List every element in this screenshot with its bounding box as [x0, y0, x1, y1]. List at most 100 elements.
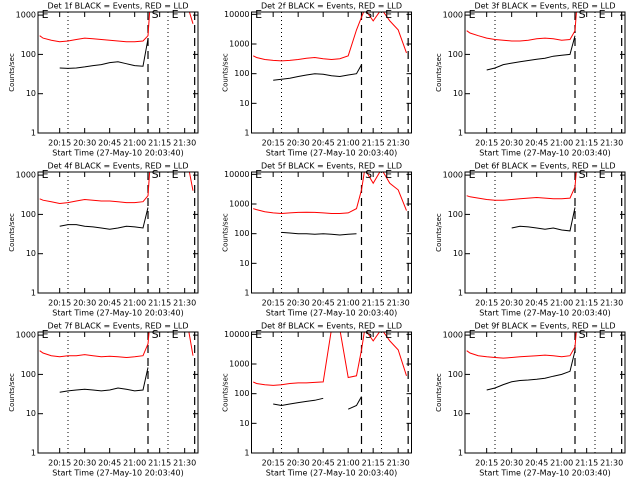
y-tick-label: 10 — [239, 99, 249, 108]
y-tick-label: 1000 — [443, 171, 463, 180]
x-axis-label: Start Time (27-May-10 20:03:40) — [52, 469, 183, 478]
panel: Det 2f BLACK = Events, RED = LLD Counts/s… — [222, 2, 412, 158]
annotation: E — [599, 168, 606, 181]
y-tick-label: 1 — [31, 129, 36, 138]
plot-frame — [251, 331, 412, 454]
x-tick-label: 20:45 — [312, 459, 335, 468]
annotation: E — [172, 8, 179, 21]
x-tick-label: 21:30 — [600, 139, 623, 148]
chart-title: Det 4f BLACK = Events, RED = LLD — [47, 162, 188, 171]
y-tick-label: 100 — [21, 50, 36, 59]
x-axis-label: Start Time (27-May-10 20:03:40) — [266, 469, 397, 478]
y-tick-label: 1 — [458, 289, 463, 298]
annotation: E — [469, 328, 476, 341]
y-tick-label: 10 — [453, 89, 463, 98]
x-tick-label: 21:30 — [173, 459, 196, 468]
x-tick-label: 21:15 — [362, 459, 385, 468]
x-tick-label: 20:30 — [73, 299, 96, 308]
plot-frame — [37, 171, 199, 294]
chart-title: Det 2f BLACK = Events, RED = LLD — [261, 2, 402, 11]
panel: Det 6f BLACK = Events, RED = LLD Counts/s… — [435, 162, 626, 318]
data-line — [252, 12, 407, 62]
x-tick-label: 21:30 — [600, 459, 623, 468]
x-tick-label: 20:45 — [312, 299, 335, 308]
annotation: E — [469, 168, 476, 181]
chart-title: Det 9f BLACK = Events, RED = LLD — [474, 322, 615, 331]
x-tick-label: 20:15 — [48, 459, 71, 468]
x-tick-label: 21:15 — [148, 139, 171, 148]
data-line — [39, 12, 194, 43]
annotation: E — [255, 328, 262, 341]
data-line — [59, 207, 149, 230]
x-tick-label: 20:45 — [98, 459, 121, 468]
x-tick-label: 20:15 — [262, 139, 285, 148]
annotation: E — [172, 328, 179, 341]
data-line — [281, 231, 357, 236]
x-tick-label: 21:15 — [148, 459, 171, 468]
data-line — [486, 35, 576, 71]
x-tick-label: 20:15 — [475, 139, 498, 148]
annotation: S — [152, 168, 159, 181]
y-tick-label: 1000 — [229, 360, 249, 369]
x-tick-label: 21:00 — [550, 139, 573, 148]
y-tick-label: 10 — [26, 409, 36, 418]
x-tick-label: 20:30 — [73, 139, 96, 148]
annotation: S — [579, 8, 586, 21]
x-tick-label: 21:00 — [337, 459, 360, 468]
y-axis-label: Counts/sec — [8, 53, 16, 92]
x-tick-label: 20:30 — [500, 299, 523, 308]
annotation: S — [579, 328, 586, 341]
y-tick-label: 100 — [234, 229, 249, 238]
annotation: E — [255, 168, 262, 181]
y-tick-label: 100 — [448, 370, 463, 379]
y-axis-label: Counts/sec — [222, 53, 230, 92]
y-tick-label: 1000 — [16, 11, 36, 20]
chart-title: Det 3f BLACK = Events, RED = LLD — [474, 2, 615, 11]
data-line — [273, 64, 362, 81]
y-tick-label: 1000 — [229, 40, 249, 49]
x-tick-label: 21:30 — [387, 139, 410, 148]
y-tick-label: 10 — [239, 419, 249, 428]
y-tick-label: 10 — [239, 259, 249, 268]
y-tick-label: 1000 — [16, 171, 36, 180]
annotation: S — [152, 8, 159, 21]
x-tick-label: 21:00 — [123, 299, 146, 308]
x-tick-label: 20:45 — [98, 299, 121, 308]
data-line — [39, 172, 194, 205]
annotation: S — [365, 328, 372, 341]
y-tick-label: 1000 — [443, 331, 463, 340]
chart-title: Det 8f BLACK = Events, RED = LLD — [261, 322, 402, 331]
plot-frame — [37, 331, 199, 454]
annotation: S — [365, 8, 372, 21]
annotation: S — [365, 168, 372, 181]
y-axis-label: Counts/sec — [8, 373, 16, 412]
annotation: E — [469, 8, 476, 21]
x-tick-label: 21:15 — [575, 299, 598, 308]
x-tick-label: 21:15 — [362, 139, 385, 148]
x-tick-label: 21:00 — [550, 299, 573, 308]
chart-title: Det 5f BLACK = Events, RED = LLD — [261, 162, 402, 171]
y-tick-label: 10 — [453, 249, 463, 258]
panel: Det 1f BLACK = Events, RED = LLD Counts/s… — [8, 2, 199, 158]
annotation: E — [42, 8, 49, 21]
y-tick-label: 1 — [31, 449, 36, 458]
y-tick-label: 10000 — [224, 330, 249, 339]
x-tick-label: 20:30 — [287, 139, 310, 148]
y-tick-label: 100 — [21, 210, 36, 219]
x-tick-label: 21:00 — [123, 139, 146, 148]
y-tick-label: 1 — [244, 289, 249, 298]
annotation: S — [579, 168, 586, 181]
x-tick-label: 21:30 — [387, 299, 410, 308]
y-tick-label: 1000 — [229, 200, 249, 209]
y-axis-label: Counts/sec — [222, 373, 230, 412]
annotation: E — [599, 328, 606, 341]
data-line — [273, 396, 362, 410]
y-axis-label: Counts/sec — [435, 53, 443, 92]
x-tick-label: 21:30 — [600, 299, 623, 308]
panel: Det 9f BLACK = Events, RED = LLD Counts/s… — [435, 322, 626, 478]
x-tick-label: 20:45 — [312, 139, 335, 148]
y-tick-label: 100 — [234, 69, 249, 78]
annotation: E — [42, 328, 49, 341]
y-axis-label: Counts/sec — [8, 213, 16, 252]
